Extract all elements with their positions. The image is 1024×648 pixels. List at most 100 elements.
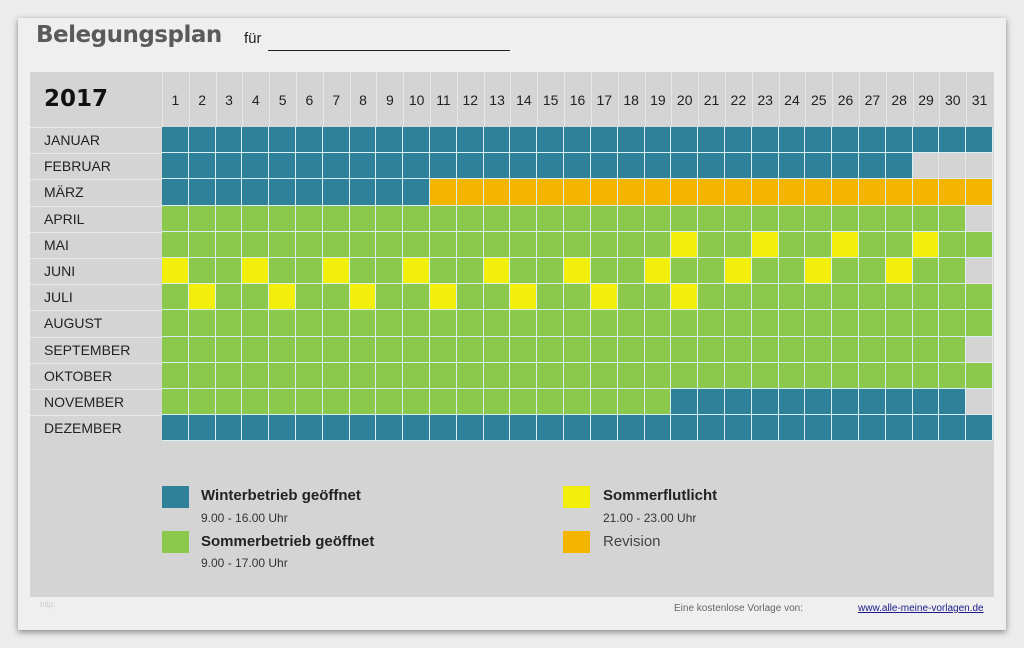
day-cell[interactable] [698,362,725,389]
day-cell[interactable] [403,231,431,258]
day-cell[interactable] [564,310,591,337]
day-cell[interactable] [510,336,538,363]
day-cell[interactable] [403,258,431,285]
day-cell[interactable] [885,205,913,232]
day-cell[interactable] [751,153,779,180]
day-cell[interactable] [751,231,779,258]
day-cell[interactable] [242,336,270,363]
day-cell[interactable] [483,362,511,389]
day-cell[interactable] [537,179,565,206]
day-cell[interactable] [430,153,457,180]
day-cell[interactable] [617,362,645,389]
day-cell[interactable] [349,362,377,389]
day-cell[interactable] [617,310,645,337]
day-cell[interactable] [537,153,565,180]
day-cell[interactable] [805,205,833,232]
day-cell[interactable] [912,258,940,285]
day-cell[interactable] [564,153,591,180]
day-cell[interactable] [644,231,672,258]
day-cell[interactable] [403,336,431,363]
day-cell[interactable] [751,179,779,206]
day-cell[interactable] [537,362,565,389]
day-cell[interactable] [403,310,431,337]
day-cell[interactable] [162,310,189,337]
day-cell[interactable] [215,284,243,311]
day-cell[interactable] [215,362,243,389]
day-cell[interactable] [215,389,243,416]
day-cell[interactable] [912,415,940,442]
day-cell[interactable] [966,179,993,206]
day-cell[interactable] [215,258,243,285]
day-cell[interactable] [858,310,886,337]
day-cell[interactable] [885,284,913,311]
day-cell[interactable] [296,205,323,232]
day-cell[interactable] [698,153,725,180]
day-cell[interactable] [617,284,645,311]
day-cell[interactable] [724,258,752,285]
day-cell[interactable] [215,179,243,206]
day-cell[interactable] [376,231,404,258]
day-cell[interactable] [644,179,672,206]
day-cell[interactable] [832,153,859,180]
day-cell[interactable] [162,127,189,154]
day-cell[interactable] [966,258,993,285]
day-cell[interactable] [805,231,833,258]
fuer-input[interactable] [268,50,510,51]
day-cell[interactable] [724,336,752,363]
day-cell[interactable] [322,389,350,416]
day-cell[interactable] [858,284,886,311]
day-cell[interactable] [751,258,779,285]
day-cell[interactable] [376,205,404,232]
day-cell[interactable] [296,179,323,206]
day-cell[interactable] [939,336,967,363]
day-cell[interactable] [751,127,779,154]
day-cell[interactable] [751,362,779,389]
day-cell[interactable] [242,415,270,442]
day-cell[interactable] [590,389,618,416]
day-cell[interactable] [885,415,913,442]
day-cell[interactable] [162,362,189,389]
day-cell[interactable] [805,336,833,363]
day-cell[interactable] [644,127,672,154]
day-cell[interactable] [537,231,565,258]
day-cell[interactable] [403,205,431,232]
day-cell[interactable] [778,127,806,154]
day-cell[interactable] [617,336,645,363]
day-cell[interactable] [966,310,993,337]
day-cell[interactable] [215,127,243,154]
day-cell[interactable] [590,231,618,258]
day-cell[interactable] [269,415,297,442]
day-cell[interactable] [724,362,752,389]
day-cell[interactable] [858,336,886,363]
day-cell[interactable] [349,179,377,206]
day-cell[interactable] [376,336,404,363]
day-cell[interactable] [724,415,752,442]
day-cell[interactable] [242,127,270,154]
day-cell[interactable] [778,258,806,285]
day-cell[interactable] [188,258,216,285]
day-cell[interactable] [617,153,645,180]
day-cell[interactable] [296,310,323,337]
day-cell[interactable] [778,336,806,363]
day-cell[interactable] [966,362,993,389]
day-cell[interactable] [456,258,484,285]
day-cell[interactable] [724,389,752,416]
day-cell[interactable] [805,310,833,337]
day-cell[interactable] [322,179,350,206]
day-cell[interactable] [832,231,859,258]
day-cell[interactable] [564,179,591,206]
day-cell[interactable] [188,389,216,416]
day-cell[interactable] [939,153,967,180]
day-cell[interactable] [296,389,323,416]
day-cell[interactable] [805,153,833,180]
day-cell[interactable] [778,153,806,180]
day-cell[interactable] [349,415,377,442]
day-cell[interactable] [188,415,216,442]
day-cell[interactable] [430,415,457,442]
day-cell[interactable] [590,415,618,442]
day-cell[interactable] [644,310,672,337]
day-cell[interactable] [510,284,538,311]
day-cell[interactable] [242,179,270,206]
day-cell[interactable] [590,362,618,389]
day-cell[interactable] [296,336,323,363]
